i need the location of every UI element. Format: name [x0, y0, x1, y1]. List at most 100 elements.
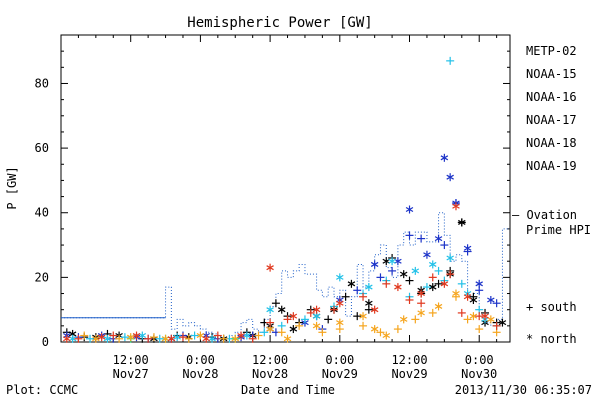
south-marker: [446, 270, 455, 279]
north-marker: [370, 260, 379, 269]
y-axis: 0 20 40 60 80: [35, 50, 510, 349]
north-marker: [97, 333, 106, 342]
south-marker: [393, 325, 402, 334]
x-tick-label-date: Nov29: [391, 367, 427, 381]
legend-entry: NOAA-19: [526, 159, 577, 173]
south-marker: [86, 334, 95, 343]
south-marker: [475, 312, 484, 321]
north-marker: [481, 312, 489, 321]
legend-entry: NOAA-17: [526, 113, 577, 127]
north-marker: [365, 299, 373, 308]
north-marker: [423, 250, 431, 259]
legend-ovation-label-2: Prime HPI: [526, 223, 591, 237]
x-tick-label-time: 12:00: [252, 353, 288, 367]
x-tick-label-date: Nov28: [182, 367, 218, 381]
north-marker: [202, 334, 210, 343]
legend: — Ovation Prime HPI + south * north METP…: [512, 44, 591, 346]
legend-entry: NOAA-18: [526, 136, 577, 150]
south-marker: [80, 331, 89, 340]
south-marker: [283, 315, 292, 324]
north-marker: [277, 305, 286, 314]
north-marker: [469, 312, 478, 321]
north-marker: [417, 308, 425, 317]
north-marker: [126, 333, 135, 342]
x-tick-label-date: Nov27: [113, 367, 149, 381]
south-marker: [184, 334, 193, 343]
x-tick-label-time: 12:00: [113, 353, 149, 367]
north-marker: [365, 283, 373, 292]
north-marker: [347, 279, 356, 288]
x-tick-label-time: 0:00: [465, 353, 494, 367]
north-marker: [417, 289, 425, 298]
north-marker: [237, 331, 245, 340]
south-marker: [353, 286, 362, 295]
north-marker: [498, 318, 507, 327]
north-marker: [283, 334, 292, 343]
north-marker: [463, 292, 472, 301]
south-marker: [300, 315, 309, 324]
south-marker: [178, 333, 187, 342]
y-tick-label: 20: [35, 270, 49, 284]
legend-entry: METP-02: [526, 44, 577, 58]
south-marker: [440, 241, 449, 250]
south-marker: [155, 334, 164, 343]
south-marker: [388, 266, 397, 275]
north-marker: [132, 331, 141, 340]
south-marker: [324, 315, 333, 324]
south-marker: [353, 312, 362, 321]
north-marker: [370, 305, 379, 314]
north-marker: [475, 279, 483, 288]
south-marker: [405, 231, 414, 240]
north-marker: [63, 334, 71, 343]
north-marker: [289, 325, 298, 334]
legend-ovation-label-1: — Ovation: [512, 208, 577, 222]
south-marker: [405, 295, 414, 304]
legend-north-label: * north: [526, 332, 577, 346]
y-tick-label: 60: [35, 141, 49, 155]
south-marker: [382, 279, 391, 288]
north-marker: [440, 153, 449, 162]
north-marker: [336, 318, 344, 327]
north-marker: [388, 257, 396, 266]
north-marker: [411, 266, 420, 275]
north-marker: [446, 253, 454, 262]
x-tick-label-time: 12:00: [391, 353, 427, 367]
south-marker: [457, 308, 466, 317]
south-marker: [266, 318, 275, 327]
north-marker: [103, 334, 112, 343]
north-marker: [452, 202, 460, 211]
x-axis-label: Date and Time: [241, 383, 335, 397]
north-marker: [382, 331, 391, 340]
south-marker: [457, 279, 466, 288]
south-marker: [341, 292, 350, 301]
x-tick-label-date: Nov28: [252, 367, 288, 381]
x-tick-label-time: 0:00: [186, 353, 215, 367]
south-marker: [254, 331, 263, 340]
south-marker: [359, 321, 368, 330]
south-marker: [492, 299, 501, 308]
north-marker: [434, 234, 443, 243]
north-marker: [452, 289, 460, 298]
south-marker: [190, 331, 199, 340]
south-marker: [405, 276, 414, 285]
north-marker: [487, 295, 495, 304]
south-marker: [149, 333, 158, 342]
south-marker: [417, 234, 426, 243]
south-marker: [144, 334, 153, 343]
north-marker: [440, 279, 449, 288]
south-marker: [434, 266, 443, 275]
north-marker: [394, 283, 402, 292]
north-marker: [92, 334, 100, 343]
north-marker: [446, 173, 454, 182]
north-marker: [428, 260, 437, 269]
south-marker: [417, 299, 426, 308]
south-marker: [248, 334, 257, 343]
north-marker: [434, 302, 443, 311]
legend-entry: NOAA-16: [526, 90, 577, 104]
north-marker: [266, 305, 274, 314]
north-marker: [312, 321, 321, 330]
south-marker: [213, 331, 222, 340]
chart-title: Hemispheric Power [GW]: [187, 15, 372, 31]
north-marker: [399, 315, 408, 324]
south-marker: [295, 321, 304, 330]
